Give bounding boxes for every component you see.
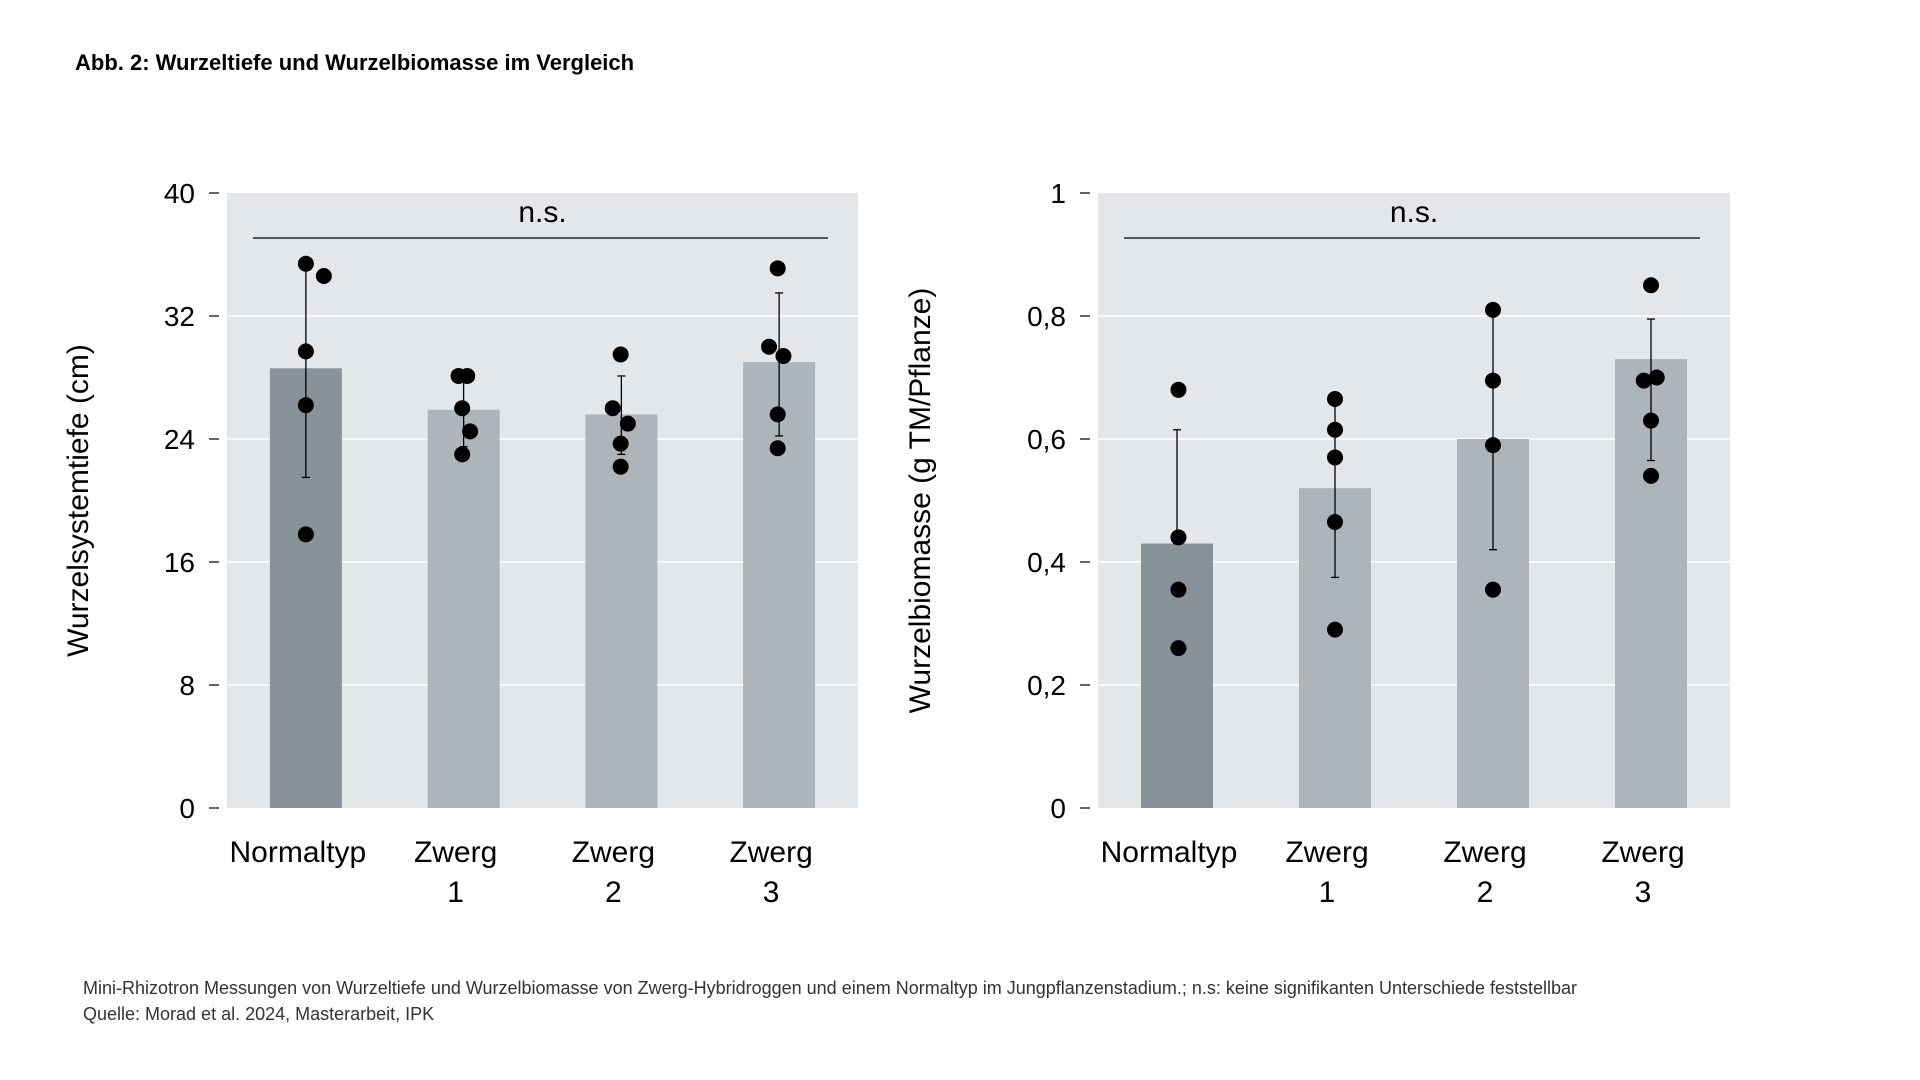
data-point xyxy=(1485,437,1501,454)
data-point xyxy=(1643,277,1659,294)
bar-2 xyxy=(427,409,500,808)
y-tick-label: 16 xyxy=(164,547,195,578)
data-point xyxy=(1643,467,1659,484)
y-tick-label: 0,4 xyxy=(1027,547,1066,578)
significance-label: n.s. xyxy=(1390,196,1438,229)
data-point xyxy=(619,415,636,432)
data-point xyxy=(1485,301,1501,318)
data-point xyxy=(1170,640,1187,657)
data-point xyxy=(1635,372,1652,389)
x-tick-label: 3 xyxy=(763,876,780,909)
data-point xyxy=(612,458,629,475)
y-tick-label: 1 xyxy=(1050,178,1066,209)
data-point xyxy=(612,346,629,363)
figure-caption: Mini-Rhizotron Messungen von Wurzeltiefe… xyxy=(83,978,1578,998)
data-point xyxy=(775,347,792,364)
data-point xyxy=(1327,391,1343,408)
x-tick-label: 1 xyxy=(447,876,464,909)
x-tick-label: Normaltyp xyxy=(1101,836,1238,869)
data-point xyxy=(1170,381,1187,398)
data-point xyxy=(454,400,471,417)
data-point xyxy=(1643,412,1659,429)
data-point xyxy=(297,255,314,272)
x-tick-label: Zwerg xyxy=(729,836,812,869)
data-point xyxy=(1648,369,1665,386)
data-point xyxy=(769,406,786,423)
y-axis-label: Wurzelsystemtiefe (cm) xyxy=(62,344,95,657)
data-point xyxy=(769,260,786,277)
data-point xyxy=(1485,372,1501,389)
figure-footnote: Mini-Rhizotron Messungen von Wurzeltiefe… xyxy=(83,975,1577,1027)
data-point xyxy=(1170,529,1187,546)
x-tick-label: Zwerg xyxy=(1285,836,1368,869)
data-point xyxy=(462,423,479,440)
y-tick-label: 0,2 xyxy=(1027,670,1066,701)
data-point xyxy=(297,526,314,543)
chart-2: 0 0,2 0,4 0,6 0,8 1 Wurzelbiomasse (g TM/Pflan… xyxy=(904,178,1730,909)
y-tick-label: 0,6 xyxy=(1027,424,1066,455)
data-point xyxy=(297,343,314,360)
data-point xyxy=(612,435,629,452)
data-point xyxy=(454,446,471,463)
y-tick-label: 40 xyxy=(164,178,195,209)
data-point xyxy=(1485,581,1501,598)
data-point xyxy=(459,367,476,384)
x-tick-label: Zwerg xyxy=(1601,836,1684,869)
x-tick-label: Normaltyp xyxy=(230,836,367,869)
x-tick-label: Zwerg xyxy=(414,836,497,869)
data-point xyxy=(1170,581,1187,598)
data-point xyxy=(1327,621,1343,638)
x-tick-label: 2 xyxy=(605,876,622,909)
y-tick-label: 24 xyxy=(164,424,195,455)
data-point xyxy=(1327,421,1343,438)
y-tick-label: 0,8 xyxy=(1027,301,1066,332)
bar-3 xyxy=(585,414,658,808)
data-point xyxy=(1327,449,1343,466)
x-tick-label: 3 xyxy=(1635,876,1652,909)
x-tick-label: Zwerg xyxy=(1443,836,1526,869)
data-point xyxy=(1327,514,1343,531)
x-tick-label: 2 xyxy=(1477,876,1494,909)
y-tick-label: 32 xyxy=(164,301,195,332)
data-point xyxy=(604,400,621,417)
y-axis-label: Wurzelbiomasse (g TM/Pflanze) xyxy=(904,288,937,714)
x-tick-label: Zwerg xyxy=(572,836,655,869)
y-tick-label: 0 xyxy=(179,793,195,824)
y-tick-label: 8 xyxy=(179,670,195,701)
significance-label: n.s. xyxy=(518,196,566,229)
data-point xyxy=(315,268,332,285)
figure-title: Abb. 2: Wurzeltiefe und Wurzelbiomasse i… xyxy=(75,50,635,75)
data-point xyxy=(297,397,314,414)
figure-source: Quelle: Morad et al. 2024, Masterarbeit,… xyxy=(83,1004,435,1024)
x-tick-label: 1 xyxy=(1319,876,1336,909)
data-point xyxy=(769,440,786,457)
data-point xyxy=(761,338,778,355)
y-tick-label: 0 xyxy=(1050,793,1066,824)
